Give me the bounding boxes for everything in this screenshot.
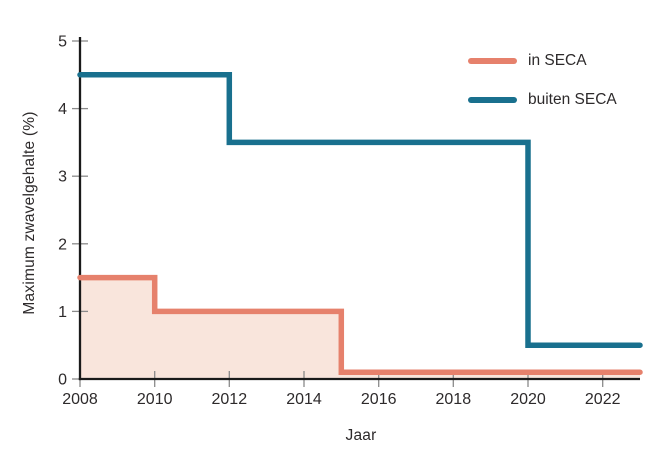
x-tick-label: 2016: [361, 391, 397, 408]
legend-item-buiten-seca: buiten SECA: [468, 91, 617, 108]
legend-swatch-buiten-seca: [468, 96, 517, 103]
y-tick-label: 4: [58, 101, 67, 118]
x-tick-label: 2012: [212, 391, 248, 408]
series-area-in-seca: [80, 277, 640, 379]
series-line-in-seca: [77, 274, 643, 375]
y-tick-label: 2: [58, 236, 67, 253]
y-tick-label: 3: [58, 169, 67, 186]
x-tick-label: 2008: [62, 391, 98, 408]
y-tick-label: 0: [58, 372, 67, 389]
x-tick-label: 2022: [585, 391, 621, 408]
legend-label-in-seca: in SECA: [528, 51, 587, 69]
legend-label-buiten-seca: buiten SECA: [528, 90, 617, 108]
x-tick-label: 2018: [436, 391, 472, 408]
legend-item-in-seca: in SECA: [468, 52, 587, 69]
series-line-buiten-seca: [77, 72, 643, 348]
x-axis-title: Jaar: [345, 427, 377, 444]
x-tick-label: 2010: [137, 391, 173, 408]
x-tick-label: 2020: [510, 391, 546, 408]
legend-swatch-in-seca: [468, 57, 517, 64]
y-tick-label: 1: [58, 304, 67, 321]
x-tick-label: 2014: [286, 391, 322, 408]
y-tick-label: 5: [58, 34, 67, 51]
y-axis-title: Maximum zwavelgehalte (%): [21, 111, 38, 315]
